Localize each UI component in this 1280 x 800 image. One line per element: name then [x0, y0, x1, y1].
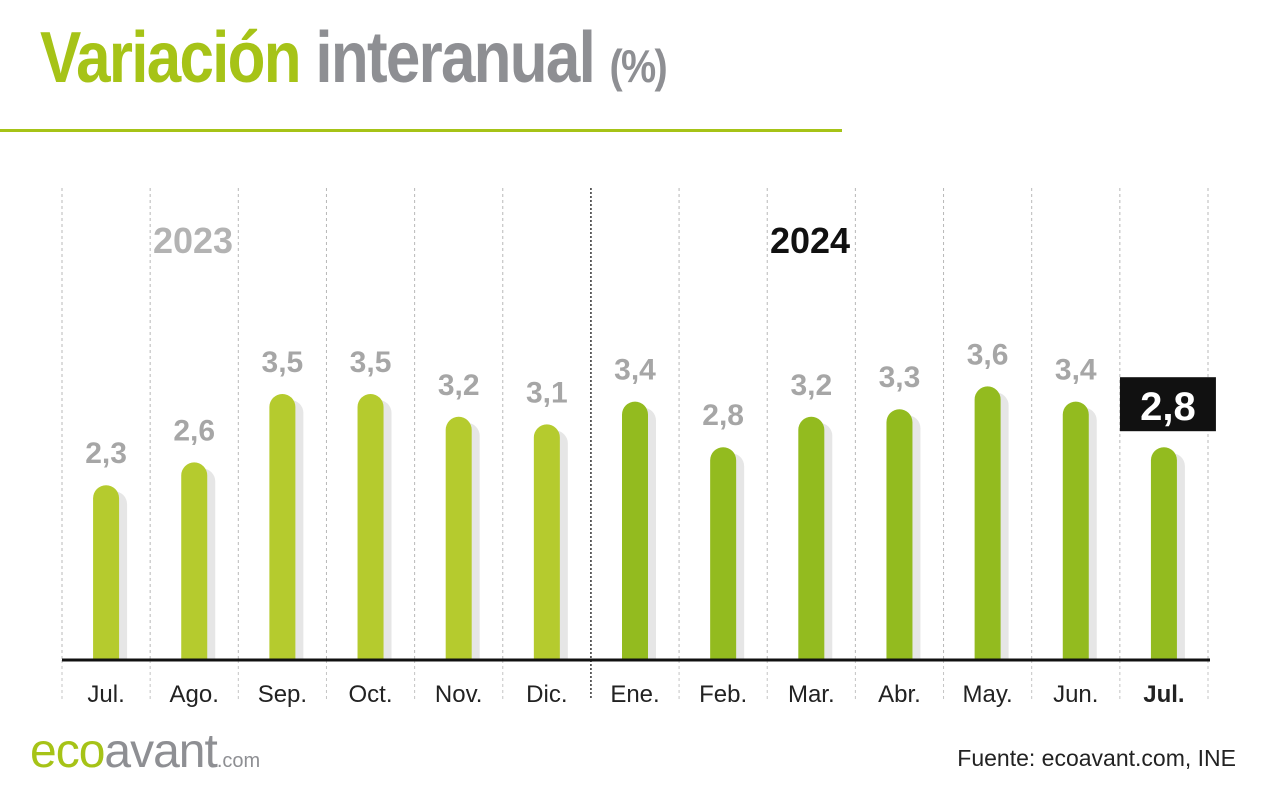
category-label: Ago. [170, 681, 219, 708]
title-part-variacion: Variación [40, 18, 302, 98]
ecoavant-logo: ecoavant.com [30, 728, 260, 776]
logo-avant: avant [104, 725, 217, 778]
value-label: 3,5 [262, 346, 304, 379]
value-label: 3,6 [967, 338, 1009, 371]
value-label: 3,5 [350, 346, 392, 379]
category-label: Sep. [258, 681, 307, 708]
year-label-2024: 2024 [770, 220, 850, 261]
category-label: Feb. [699, 681, 747, 708]
value-label: 3,3 [879, 361, 921, 394]
category-label: May. [962, 681, 1012, 708]
value-label: 3,2 [790, 369, 832, 402]
value-label: 2,8 [702, 399, 744, 432]
bar-10 [886, 409, 913, 660]
category-label: Jul. [1143, 681, 1184, 708]
bar-5 [445, 416, 472, 660]
source-note: Fuente: ecoavant.com, INE [957, 745, 1236, 771]
bar-12 [1062, 401, 1089, 660]
bar-1 [93, 485, 120, 660]
category-label: Nov. [435, 681, 483, 708]
logo-com: .com [216, 750, 261, 772]
bar-8 [710, 447, 737, 660]
category-label: Abr. [878, 681, 921, 708]
bar-6 [533, 424, 560, 660]
bar-3 [269, 394, 296, 660]
title-part-interanual: interanual [315, 18, 595, 98]
value-label: 3,4 [614, 354, 656, 387]
bar-9 [798, 416, 825, 660]
title-underline [0, 129, 842, 132]
value-label: 2,6 [173, 414, 215, 447]
year-label-2023: 2023 [153, 220, 233, 261]
value-label: 3,2 [438, 369, 480, 402]
category-label: Jul. [87, 681, 124, 708]
category-label: Dic. [526, 681, 567, 708]
logo-eco: eco [30, 725, 105, 778]
bar-11 [974, 386, 1001, 660]
value-label: 3,4 [1055, 354, 1097, 387]
category-label: Ene. [610, 681, 659, 708]
value-label-highlight: 2,8 [1140, 385, 1196, 429]
title-part-percent: (%) [609, 40, 668, 92]
bar-7 [622, 401, 648, 660]
bar-2 [181, 462, 208, 660]
category-label: Jun. [1053, 681, 1098, 708]
bar-4 [357, 394, 384, 660]
value-label: 3,1 [526, 376, 568, 409]
category-label: Oct. [349, 681, 393, 708]
category-label: Mar. [788, 681, 835, 708]
chart-title: Variación interanual (%) [40, 22, 668, 94]
highlight-value-box [1119, 377, 1216, 432]
value-label: 2,3 [85, 437, 127, 470]
bar-13 [1150, 447, 1177, 660]
